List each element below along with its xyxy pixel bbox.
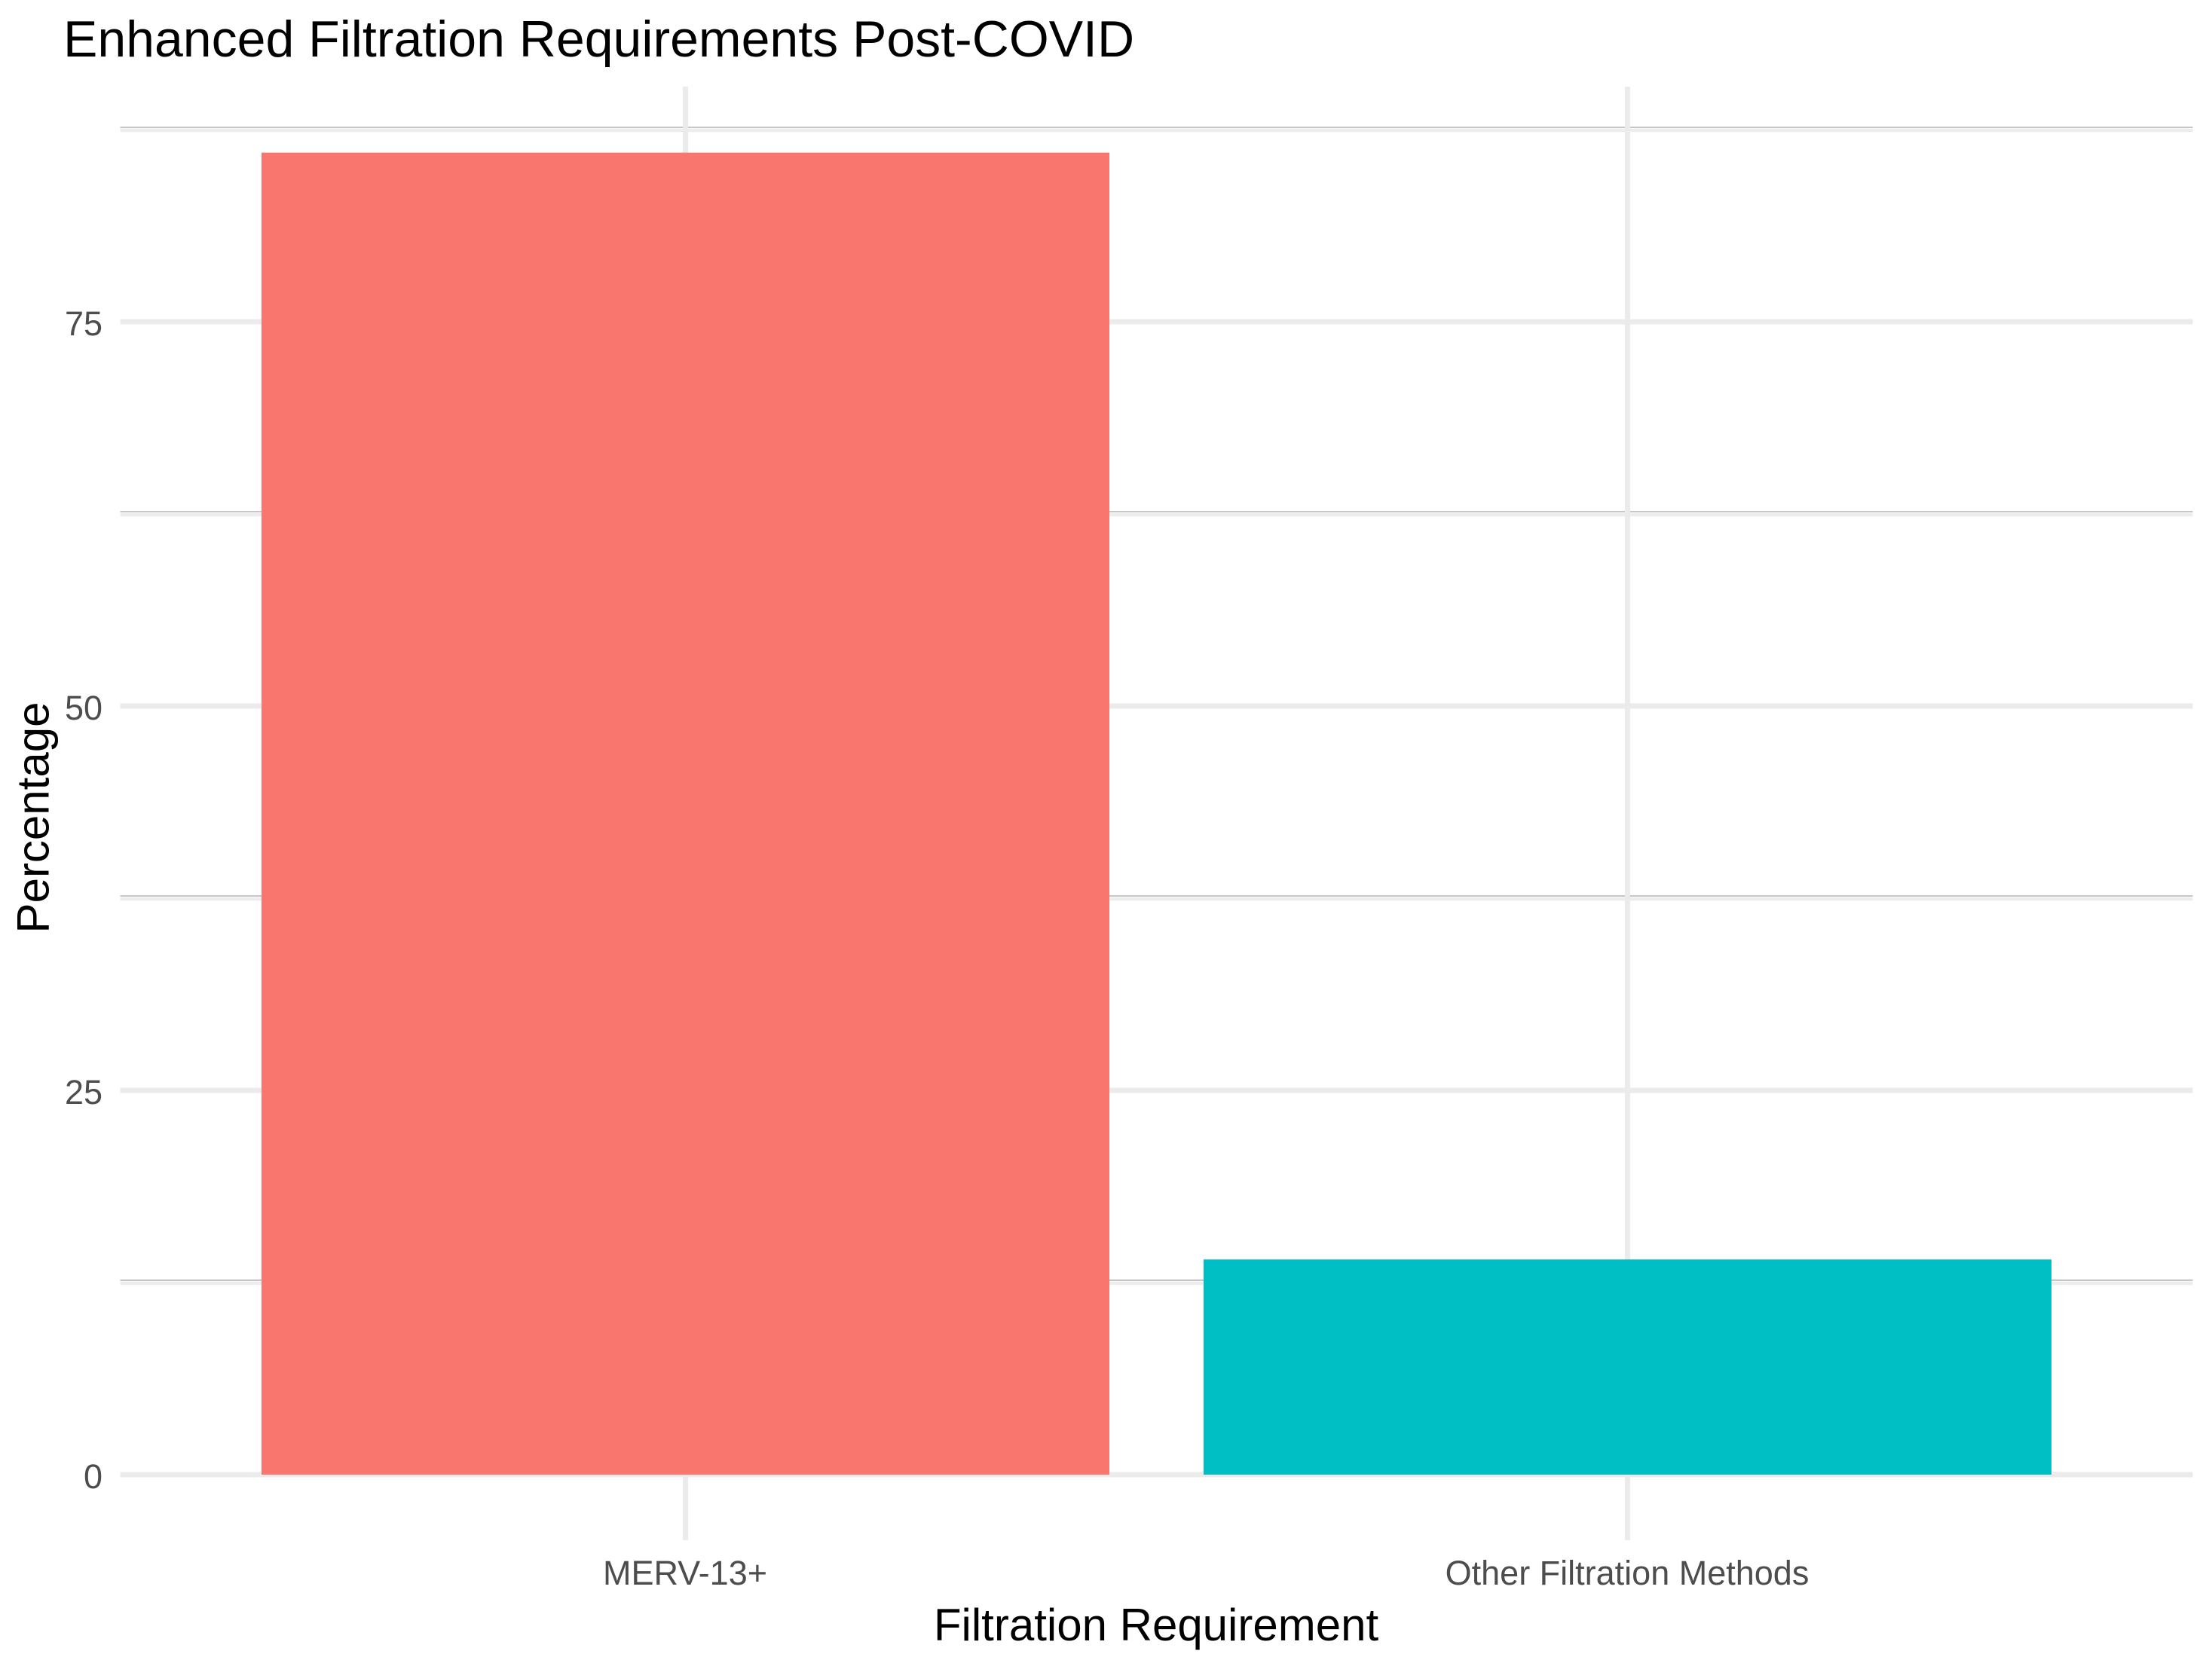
y-tick-label-75: 75	[64, 304, 102, 343]
y-tick-label-25: 25	[64, 1073, 102, 1111]
x-axis-title: Filtration Requirement	[933, 1600, 1379, 1650]
y-tick-label-0: 0	[83, 1457, 102, 1496]
x-tick-label-other-filtration-methods: Other Filtration Methods	[1445, 1554, 1810, 1592]
y-axis-title: Percentage	[8, 702, 59, 934]
chart-title: Enhanced Filtration Requirements Post-CO…	[63, 11, 1135, 68]
x-tick-label-merv-13-plus: MERV-13+	[602, 1554, 768, 1592]
bar-other-filtration-methods	[1204, 1259, 2051, 1475]
bar-merv-13-plus	[262, 152, 1109, 1475]
y-tick-label-50: 50	[64, 689, 102, 727]
